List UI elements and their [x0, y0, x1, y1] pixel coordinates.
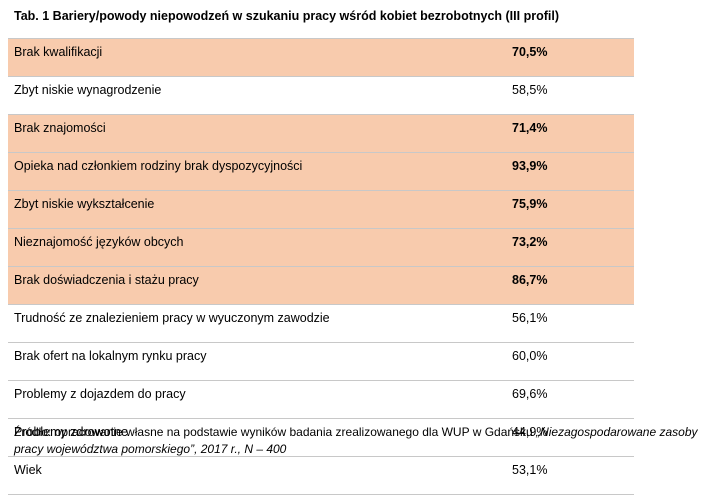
row-value: 86,7%	[506, 266, 634, 305]
row-value: 71,4%	[506, 114, 634, 153]
table-row: Problemy zdrowotne 44,9%	[8, 418, 634, 457]
row-value: 93,9%	[506, 152, 634, 191]
row-label: Wiek	[8, 456, 506, 495]
row-label: Brak kwalifikacji	[8, 38, 506, 77]
source-note: Źródło: opracowanie własne na podstawie …	[14, 424, 720, 458]
table-row: Opieka nad członkiem rodziny brak dyspoz…	[8, 152, 634, 191]
table-row: Problemy z dojazdem do pracy 69,6%	[8, 380, 634, 419]
row-value: 53,1%	[506, 456, 634, 495]
table-row: Brak znajomości 71,4%	[8, 114, 634, 153]
row-value: 56,1%	[506, 304, 634, 343]
row-value: 70,5%	[506, 38, 634, 77]
table-row: Brak kwalifikacji 70,5%	[8, 38, 634, 77]
source-text: Źródło: opracowanie własne na podstawie …	[14, 425, 537, 439]
row-value: 58,5%	[506, 76, 634, 115]
row-label: Zbyt niskie wynagrodzenie	[8, 76, 506, 115]
table-row: Nieznajomość języków obcych 73,2%	[8, 228, 634, 267]
row-value: 75,9%	[506, 190, 634, 229]
row-label: Problemy z dojazdem do pracy	[8, 380, 506, 419]
row-label: Brak doświadczenia i stażu pracy	[8, 266, 506, 305]
row-label: Zbyt niskie wykształcenie	[8, 190, 506, 229]
row-label: Opieka nad członkiem rodziny brak dyspoz…	[8, 152, 506, 191]
row-value: 44,9%	[506, 418, 634, 457]
row-label: Nieznajomość języków obcych	[8, 228, 506, 267]
row-label: Trudność ze znalezieniem pracy w wyuczon…	[8, 304, 506, 343]
table-row: Zbyt niskie wykształcenie 75,9%	[8, 190, 634, 229]
row-value: 60,0%	[506, 342, 634, 381]
table-row: Trudność ze znalezieniem pracy w wyuczon…	[8, 304, 634, 343]
row-value: 73,2%	[506, 228, 634, 267]
source-title: „Niezagospodarowane zasoby pracy wojewód…	[14, 425, 698, 456]
row-label: Brak znajomości	[8, 114, 506, 153]
table-row: Wiek 53,1%	[8, 456, 634, 495]
row-label: Problemy zdrowotne	[8, 418, 506, 457]
table-row: Zbyt niskie wynagrodzenie 58,5%	[8, 76, 634, 115]
table-row: Brak ofert na lokalnym rynku pracy 60,0%	[8, 342, 634, 381]
row-value: 69,6%	[506, 380, 634, 419]
table-row: Brak doświadczenia i stażu pracy 86,7%	[8, 266, 634, 305]
table-title: Tab. 1 Bariery/powody niepowodzeń w szuk…	[14, 9, 559, 23]
row-label: Brak ofert na lokalnym rynku pracy	[8, 342, 506, 381]
